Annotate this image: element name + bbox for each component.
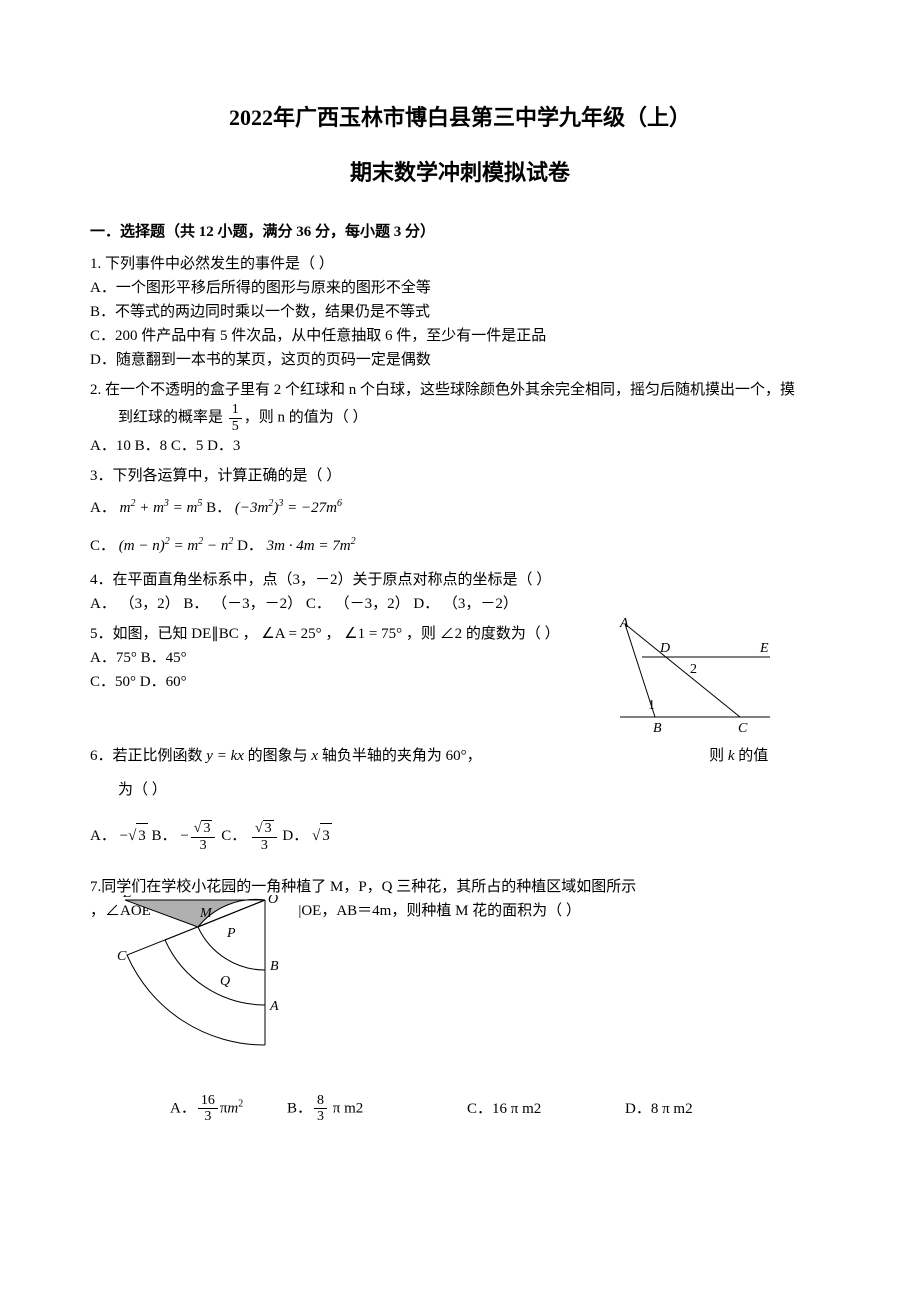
q3-optB-math: (−3m2)3 = −27m6 (235, 500, 342, 516)
title-line2: 期末数学冲刺模拟试卷 (90, 155, 830, 190)
q1-stem: 1. 下列事件中必然发生的事件是（ ） (90, 252, 830, 276)
q3-stem: 3．下列各运算中，计算正确的是（ ） (90, 464, 830, 488)
q2-options: A．10 B．8 C．5 D．3 (90, 434, 830, 458)
q6-stem-mid: 的图象与 (244, 748, 312, 764)
q7-optD: D．8 π m2 (625, 1097, 693, 1121)
q6-stem-p1: 6．若正比例函数 (90, 748, 206, 764)
q7-optB: B．83 π m2 (287, 1093, 363, 1125)
q6-optA-prefix: A． (90, 828, 116, 844)
q1-optB: B．不等式的两边同时乘以一个数，结果仍是不等式 (90, 300, 830, 324)
q3-optC-prefix: C． (90, 538, 115, 554)
q5-label-E: E (759, 641, 769, 656)
q1-optA: A．一个图形平移后所得的图形与原来的图形不全等 (90, 276, 830, 300)
q6-optC-prefix: C． (221, 828, 246, 844)
q2-frac-den: 5 (229, 419, 242, 434)
question-6: 6．若正比例函数 y = kx 的图象与 x 轴负半轴的夹角为 60°， 则 k… (90, 744, 830, 853)
q6-optD-math: 3 (312, 828, 332, 844)
q3-opts-row1: A． m2 + m3 = m5 B． (−3m2)3 = −27m6 (90, 496, 830, 520)
q6-optD-prefix: D． (282, 828, 308, 844)
question-2: 2. 在一个不透明的盒子里有 2 个红球和 n 个白球，这些球除颜色外其余完全相… (90, 378, 830, 458)
q7-optC: C．16 π m2 (467, 1097, 541, 1121)
q5-label-C: C (738, 721, 748, 736)
question-5: 5．如图，已知 DE∥BC ， ∠A = 25° ， ∠1 = 75° ，则 ∠… (90, 622, 830, 694)
q7-label-A: A (269, 999, 279, 1014)
question-1: 1. 下列事件中必然发生的事件是（ ） A．一个图形平移后所得的图形与原来的图形… (90, 252, 830, 372)
q3-optD-prefix: D． (237, 538, 263, 554)
q3-optA-math: m2 + m3 = m5 (120, 500, 207, 516)
q1-optD: D．随意翻到一本书的某页，这页的页码一定是偶数 (90, 348, 830, 372)
q3-optB-prefix: B． (206, 500, 231, 516)
q5-label-1: 1 (648, 698, 655, 713)
q7-figure: E O M P C B Q A (105, 895, 295, 1055)
q1-optC: C．200 件产品中有 5 件次品，从中任意抽取 6 件，至少有一件是正品 (90, 324, 830, 348)
q6-k: k (728, 748, 735, 764)
q6-optB-prefix: B． (152, 828, 177, 844)
q7-line2-mid: |OE，AB＝4m，则种植 M 花的面积为（ ） (298, 903, 581, 919)
q5-label-B: B (653, 721, 662, 736)
q6-stem-line1: 6．若正比例函数 y = kx 的图象与 x 轴负半轴的夹角为 60°， 则 k… (90, 744, 830, 768)
q6-options: A． −3 B． −33 C． 33 D． 3 (90, 820, 830, 853)
q2-stem-suffix: ，则 n 的值为（ ） (244, 410, 368, 426)
q7-label-M: M (199, 906, 213, 921)
question-3: 3．下列各运算中，计算正确的是（ ） A． m2 + m3 = m5 B． (−… (90, 464, 830, 558)
q6-stem-line2: 为（ ） (90, 778, 830, 802)
q5-label-2: 2 (690, 662, 697, 677)
section-heading: 一．选择题（共 12 小题，满分 36 分，每小题 3 分） (90, 220, 830, 244)
q3-opts-row2: C． (m − n)2 = m2 − n2 D． 3m · 4m = 7m2 (90, 534, 830, 558)
q5-figure: A D E B C 1 2 (600, 617, 790, 737)
q4-stem: 4．在平面直角坐标系中，点（3，－2）关于原点对称点的坐标是（ ） (90, 568, 830, 592)
q6-ykx: y = kx (206, 748, 244, 764)
q7-label-C: C (117, 949, 127, 964)
q6-stem-p2: 轴负半轴的夹角为 60°， (318, 748, 482, 764)
q5-label-A: A (619, 617, 629, 631)
q7-label-Q: Q (220, 974, 230, 989)
q6-optC-math: 33 (250, 828, 279, 844)
q4-options: A． （3，2） B． （－3，－2） C． （－3，2） D． （3，－2） (90, 592, 830, 616)
q3-optA-prefix: A． (90, 500, 116, 516)
q2-frac-num: 1 (229, 402, 242, 418)
q5-label-D: D (659, 641, 670, 656)
q7-optA: A．163πm2 (170, 1093, 243, 1125)
title-line1: 2022年广西玉林市博白县第三中学九年级（上） (90, 100, 830, 135)
question-7: 7.同学们在学校小花园的一角种植了 M，P，Q 三种花，其所占的种植区域如图所示… (90, 875, 830, 1125)
q2-stem-prefix: 到红球的概率是 (118, 410, 227, 426)
q7-label-O: O (268, 895, 278, 907)
q7-label-E: E (122, 895, 132, 901)
q2-stem-line2: 到红球的概率是 15，则 n 的值为（ ） (90, 402, 830, 434)
q6-optB-math: −33 (180, 828, 217, 844)
q7-options: A．163πm2 B．83 π m2 C．16 π m2 D．8 π m2 (90, 1093, 830, 1125)
q2-fraction: 15 (229, 402, 242, 434)
q3-optC-math: (m − n)2 = m2 − n2 (119, 538, 237, 554)
q6-tail-suffix: 的值 (735, 748, 769, 764)
q7-label-B: B (270, 959, 279, 974)
q3-optD-math: 3m · 4m = 7m2 (267, 538, 356, 554)
question-4: 4．在平面直角坐标系中，点（3，－2）关于原点对称点的坐标是（ ） A． （3，… (90, 568, 830, 616)
q6-tail-prefix: 则 (709, 748, 728, 764)
q6-optA-math: −3 (120, 828, 148, 844)
q7-label-P: P (226, 926, 236, 941)
q2-stem-line1: 2. 在一个不透明的盒子里有 2 个红球和 n 个白球，这些球除颜色外其余完全相… (90, 378, 830, 402)
